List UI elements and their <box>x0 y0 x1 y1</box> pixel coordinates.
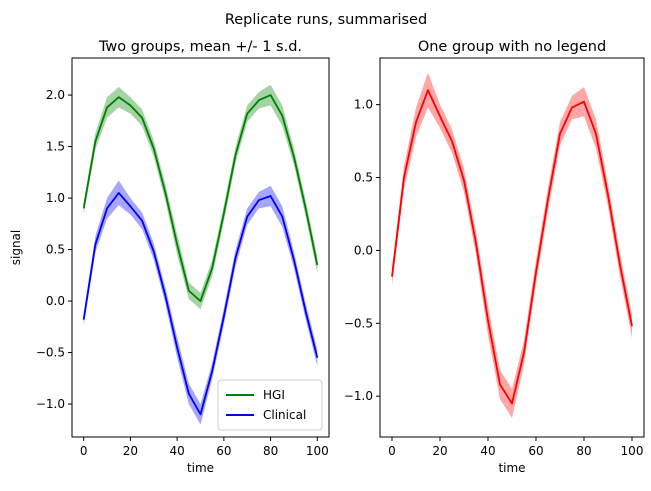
x-tick-label: 20 <box>123 444 138 458</box>
x-tick-label: 100 <box>621 444 644 458</box>
y-tick-label: 0.5 <box>354 171 373 185</box>
y-tick-label: 1.5 <box>46 140 65 154</box>
y-tick-label: −0.5 <box>36 346 65 360</box>
x-tick-label: 80 <box>263 444 278 458</box>
y-tick-label: 0.0 <box>46 294 65 308</box>
left-subplot: Two groups, mean +/- 1 s.d. 0 20 40 60 80 100 −… <box>9 39 330 475</box>
subplot-title: One group with no legend <box>418 39 606 55</box>
y-tick-label: −0.5 <box>344 316 373 330</box>
legend: HGI Clinical <box>217 379 323 431</box>
y-tick-label: 0.5 <box>46 243 65 257</box>
y-tick-label: −1.0 <box>36 397 65 411</box>
axes-frame <box>71 57 330 438</box>
y-tick-label: 1.0 <box>354 98 373 112</box>
subplot-title: Two groups, mean +/- 1 s.d. <box>98 39 302 55</box>
x-tick-label: 60 <box>528 444 543 458</box>
x-tick-label: 40 <box>169 444 184 458</box>
y-tick-label: −1.0 <box>344 389 373 403</box>
legend-box <box>217 379 323 431</box>
y-axis-label: signal <box>9 230 23 266</box>
y-tick-label: 1.0 <box>46 191 65 205</box>
x-tick-label: 60 <box>216 444 231 458</box>
series-band-1 <box>83 180 318 425</box>
axes-frame <box>379 57 645 438</box>
figure-suptitle: Replicate runs, summarised <box>225 12 427 28</box>
x-tick-label: 80 <box>576 444 591 458</box>
legend-label-0: HGI <box>263 388 285 402</box>
x-tick-label: 40 <box>480 444 495 458</box>
series-line-0 <box>391 89 633 405</box>
x-tick-label: 0 <box>80 444 88 458</box>
series-line-1 <box>82 192 319 416</box>
x-axis-label: time <box>187 461 214 475</box>
x-tick-label: 100 <box>306 444 329 458</box>
x-axis-label: time <box>498 461 525 475</box>
y-tick-label: 2.0 <box>46 88 65 102</box>
x-tick-label: 0 <box>388 444 396 458</box>
right-subplot: One group with no legend 0 20 40 60 80 100 −1.0… <box>344 39 645 475</box>
y-tick-label: 0.0 <box>354 243 373 257</box>
legend-label-1: Clinical <box>263 408 306 422</box>
series-line-0 <box>82 94 319 302</box>
x-tick-label: 20 <box>432 444 447 458</box>
